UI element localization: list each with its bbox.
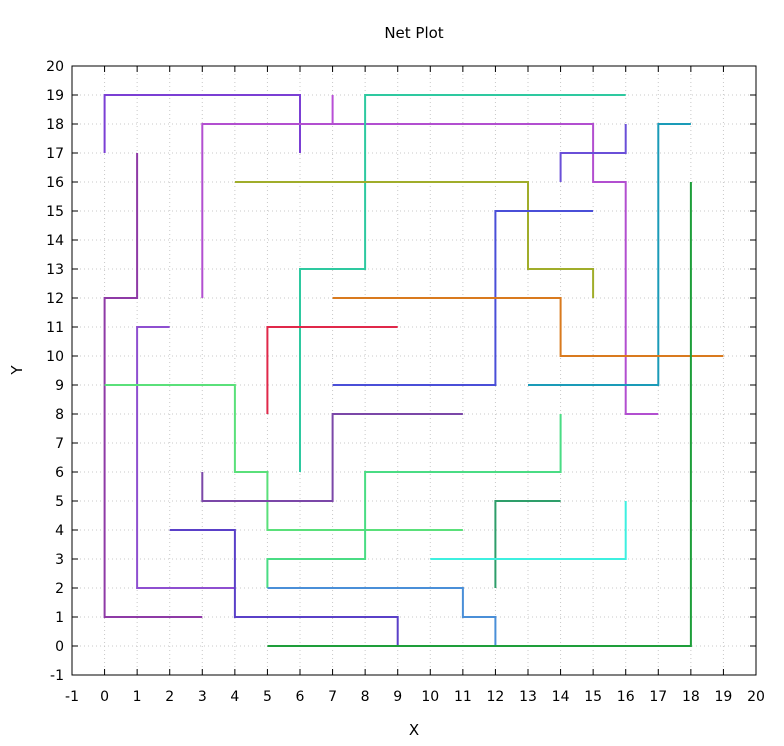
y-axis-label: Y (8, 365, 26, 376)
x-tick-label: 5 (263, 689, 272, 705)
x-tick-label: 0 (100, 689, 109, 705)
x-tick-label: 3 (198, 689, 207, 705)
grid (71, 65, 757, 676)
y-tick-label: 16 (46, 175, 64, 191)
x-tick-label: 19 (715, 689, 733, 705)
x-tick-label: -1 (65, 689, 79, 705)
net-line-10 (332, 297, 724, 357)
y-tick-label: -1 (50, 668, 64, 684)
y-tick-label: 18 (46, 117, 64, 133)
ticks-layer: -1 0 1 2 3 4 5 6 7 8 9 10 11 12 13 14 15 16 17 18 19 20-10123… (46, 59, 765, 705)
y-tick-label: 9 (55, 378, 64, 394)
x-tick-label: 10 (421, 689, 439, 705)
net-line-4 (299, 94, 626, 472)
x-tick-label: 17 (649, 689, 667, 705)
y-tick-label: 17 (46, 146, 64, 162)
x-tick-label: 4 (230, 689, 239, 705)
y-tick-label: 10 (46, 349, 64, 365)
x-tick-label: 8 (361, 689, 370, 705)
y-tick-label: 20 (46, 59, 64, 75)
net-line-18 (169, 529, 399, 646)
net-line-11 (266, 326, 398, 414)
net-line-6 (528, 123, 691, 386)
x-tick-label: 18 (682, 689, 700, 705)
x-tick-label: 9 (393, 689, 402, 705)
y-tick-label: 14 (46, 233, 64, 249)
y-tick-label: 11 (46, 320, 64, 336)
x-tick-label: 1 (133, 689, 142, 705)
net-line-5 (559, 124, 627, 182)
y-tick-label: 7 (55, 436, 64, 452)
y-tick-label: 3 (55, 552, 64, 568)
y-tick-label: 15 (46, 204, 64, 220)
x-tick-label: 15 (584, 689, 602, 705)
y-tick-label: 4 (55, 523, 64, 539)
x-tick-label: 14 (552, 689, 570, 705)
net-line-20 (267, 182, 692, 647)
y-tick-label: 2 (55, 581, 64, 597)
y-tick-label: 6 (55, 465, 64, 481)
net-line-15 (266, 414, 562, 588)
x-tick-label: 11 (454, 689, 472, 705)
x-tick-label: 20 (747, 689, 765, 705)
y-tick-label: 8 (55, 407, 64, 423)
y-tick-label: 19 (46, 88, 64, 104)
y-tick-label: 5 (55, 494, 64, 510)
chart-title: Net Plot (384, 24, 443, 42)
y-tick-label: 12 (46, 291, 64, 307)
net-line-19 (267, 587, 497, 646)
net-line-17 (430, 501, 627, 560)
y-tick-label: 13 (46, 262, 64, 278)
x-axis-label: X (409, 721, 419, 739)
x-tick-label: 2 (165, 689, 174, 705)
net-line-7 (234, 181, 595, 298)
net-line-8 (103, 153, 203, 618)
net-line-3 (201, 123, 659, 415)
net-line-13 (104, 384, 463, 531)
x-tick-label: 13 (519, 689, 537, 705)
x-tick-label: 12 (487, 689, 505, 705)
plot-border (71, 65, 757, 676)
series-layer (103, 94, 724, 647)
x-tick-label: 16 (617, 689, 635, 705)
net-line-14 (201, 413, 463, 502)
y-tick-label: 0 (55, 639, 64, 655)
y-tick-label: 1 (55, 610, 64, 626)
net-line-12 (136, 326, 235, 589)
x-tick-label: 6 (296, 689, 305, 705)
x-tick-label: 7 (328, 689, 337, 705)
